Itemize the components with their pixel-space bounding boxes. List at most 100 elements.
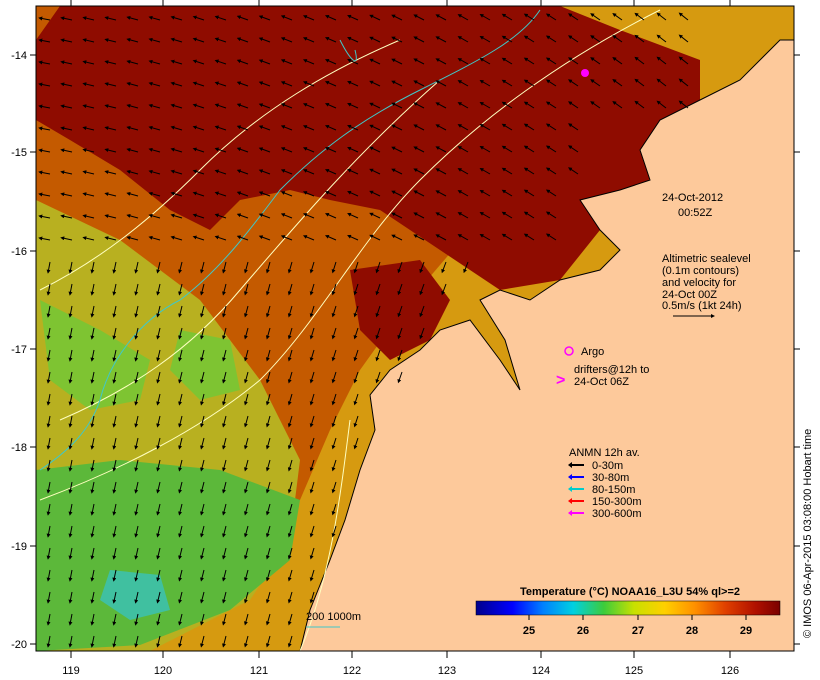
velocity-arrow (82, 236, 95, 241)
velocity-arrow (568, 123, 579, 131)
velocity-arrow (200, 547, 205, 560)
velocity-arrow (68, 305, 73, 318)
velocity-arrow (38, 104, 51, 109)
velocity-arrow (280, 103, 293, 109)
velocity-arrow (419, 283, 425, 296)
velocity-arrow (545, 13, 557, 21)
velocity-arrow (112, 591, 117, 604)
velocity-arrow (134, 327, 139, 340)
velocity-arrow (170, 81, 183, 87)
velocity-arrow (38, 148, 51, 153)
velocity-arrow (435, 36, 447, 43)
velocity-arrow (104, 82, 117, 87)
velocity-arrow (413, 234, 425, 241)
velocity-arrow (302, 191, 315, 197)
velocity-arrow (479, 14, 491, 21)
velocity-arrow (222, 459, 227, 472)
velocity-arrow (287, 481, 293, 494)
velocity-arrow (126, 147, 139, 153)
velocity-arrow (523, 211, 535, 219)
colorbar-tick-label: 26 (577, 625, 589, 637)
velocity-arrow (104, 16, 117, 21)
velocity-arrow (287, 635, 293, 648)
colorbar-title: Temperature (°C) NOAA16_L3U 54% ql>=2 (520, 586, 740, 598)
colorbar (475, 600, 781, 616)
velocity-arrow (280, 59, 293, 65)
velocity-arrow (369, 234, 381, 241)
velocity-arrow (178, 261, 183, 274)
velocity-arrow (192, 103, 205, 109)
velocity-arrow (457, 58, 469, 65)
velocity-arrow (479, 146, 491, 153)
velocity-arrow (112, 371, 117, 384)
x-axis: 119 120 121 122 123 124 125 126 (62, 0, 739, 677)
velocity-arrow (258, 59, 271, 65)
velocity-arrow (590, 13, 601, 21)
velocity-arrow (523, 35, 535, 43)
velocity-arrow (457, 14, 469, 21)
velocity-arrow (222, 261, 227, 274)
velocity-arrow (170, 59, 183, 65)
velocity-arrow (413, 102, 425, 109)
velocity-arrow (501, 233, 513, 241)
velocity-arrow (309, 283, 315, 296)
velocity-arrow (156, 327, 161, 340)
velocity-arrow (192, 81, 205, 87)
argo-label: Argo (581, 346, 604, 358)
velocity-arrow (375, 261, 381, 274)
velocity-arrow (214, 37, 227, 43)
velocity-arrow (46, 569, 51, 582)
velocity-arrow (287, 503, 293, 516)
velocity-arrow (222, 393, 227, 406)
velocity-arrow (60, 126, 73, 131)
velocity-arrow (287, 547, 293, 560)
velocity-arrow (170, 103, 183, 109)
velocity-arrow (148, 147, 161, 153)
velocity-arrow (545, 57, 557, 65)
velocity-arrow (134, 261, 139, 274)
velocity-arrow (68, 547, 73, 560)
velocity-arrow (46, 503, 51, 516)
velocity-arrow (324, 146, 337, 153)
velocity-arrow (156, 569, 161, 582)
legend-arrowhead (568, 486, 572, 492)
velocity-arrow (413, 212, 425, 219)
velocity-arrow (90, 437, 95, 450)
velocity-arrow (134, 393, 139, 406)
velocity-arrow (347, 190, 359, 197)
plot-frame (35, 5, 795, 652)
velocity-arrow (236, 125, 249, 131)
velocity-arrow (68, 459, 73, 472)
legend-label: 150-300m (592, 496, 642, 508)
velocity-arrow (309, 547, 315, 560)
legend-label: 80-150m (592, 484, 635, 496)
velocity-arrow (590, 79, 601, 87)
velocity-arrow (590, 57, 601, 65)
velocity-arrow (134, 415, 139, 428)
velocity-arrow (435, 124, 447, 131)
velocity-arrow (134, 437, 139, 450)
velocity-arrow (258, 169, 271, 175)
velocity-arrow (413, 146, 425, 153)
velocity-arrow (236, 191, 249, 197)
velocity-arrow (369, 58, 381, 65)
velocity-arrow (112, 327, 117, 340)
colorbar-tick-label: 25 (523, 625, 535, 637)
velocity-arrow (60, 60, 73, 65)
velocity-arrow (90, 613, 95, 626)
velocity-arrow (214, 213, 227, 219)
velocity-arrow (280, 37, 293, 43)
velocity-arrow (192, 147, 205, 153)
velocity-arrow (148, 125, 161, 131)
velocity-arrow (200, 569, 205, 582)
velocity-arrow (60, 214, 73, 219)
sst-hot-nearshore (350, 260, 450, 360)
velocity-arrow (435, 168, 447, 175)
velocity-arrow (214, 235, 227, 241)
velocity-arrow (222, 327, 227, 340)
velocity-arrow (568, 101, 579, 109)
velocity-arrow (134, 635, 139, 648)
timestamp-time: 00:52Z (678, 207, 713, 219)
velocity-arrow (634, 78, 645, 87)
velocity-arrow (501, 189, 513, 197)
